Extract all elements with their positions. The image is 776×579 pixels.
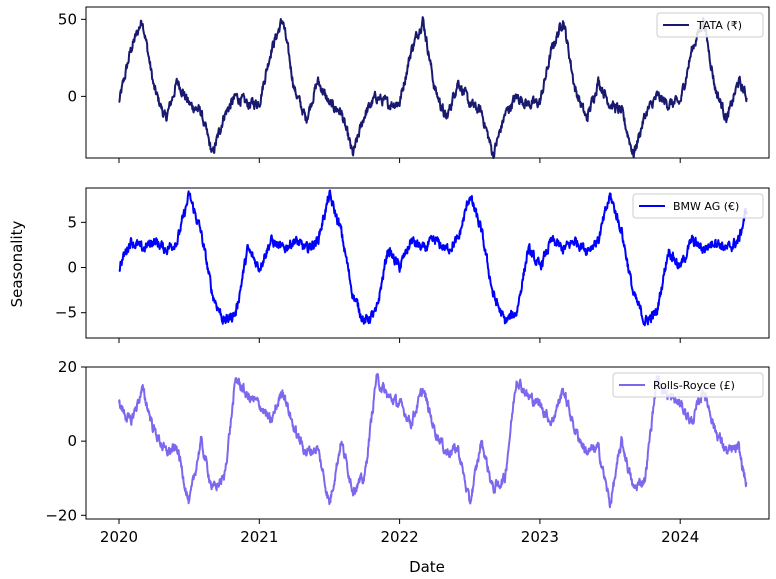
plot-frame xyxy=(85,366,770,520)
x-tick-label: 2021 xyxy=(240,528,278,546)
x-tick-label: 2023 xyxy=(521,528,559,546)
bmw-panel: 5 0 −5 BMW AG (€) xyxy=(55,187,770,343)
x-tick-label: 2024 xyxy=(661,528,699,546)
legend: TATA (₹) xyxy=(656,12,764,38)
series-line xyxy=(118,373,748,509)
plot-frame xyxy=(85,187,770,339)
series-line xyxy=(118,16,748,159)
y-tick-label: 0 xyxy=(67,259,77,277)
plot-frame xyxy=(85,6,770,159)
tata-panel: 50 0 TATA (₹) xyxy=(58,6,770,163)
legend-label: TATA (₹) xyxy=(696,19,742,32)
y-tick-label: 50 xyxy=(58,10,77,28)
legend-label: BMW AG (€) xyxy=(673,200,739,213)
legend-label: Rolls-Royce (£) xyxy=(653,379,735,392)
x-tick-label: 2020 xyxy=(100,528,138,546)
series-line xyxy=(118,189,748,327)
y-tick-label: −5 xyxy=(55,304,77,322)
x-axis-label: Date xyxy=(409,558,445,576)
legend: Rolls-Royce (£) xyxy=(612,372,764,398)
y-tick-label: 20 xyxy=(58,358,77,376)
legend: BMW AG (€) xyxy=(632,193,764,219)
x-tick-label: 2022 xyxy=(381,528,419,546)
y-axis-label: Seasonality xyxy=(8,221,26,308)
y-tick-label: 0 xyxy=(67,87,77,105)
legend-box xyxy=(612,372,764,398)
y-tick-label: 0 xyxy=(67,432,77,450)
rolls-royce-panel: 20 0 −20 Rolls-Royce (£) xyxy=(45,358,770,524)
legend-box xyxy=(632,193,764,219)
x-axis-ticks: 2020 2021 2022 2023 2024 xyxy=(100,528,699,546)
legend-box xyxy=(656,12,764,38)
y-tick-label: 5 xyxy=(67,213,77,231)
y-tick-label: −20 xyxy=(45,506,77,524)
